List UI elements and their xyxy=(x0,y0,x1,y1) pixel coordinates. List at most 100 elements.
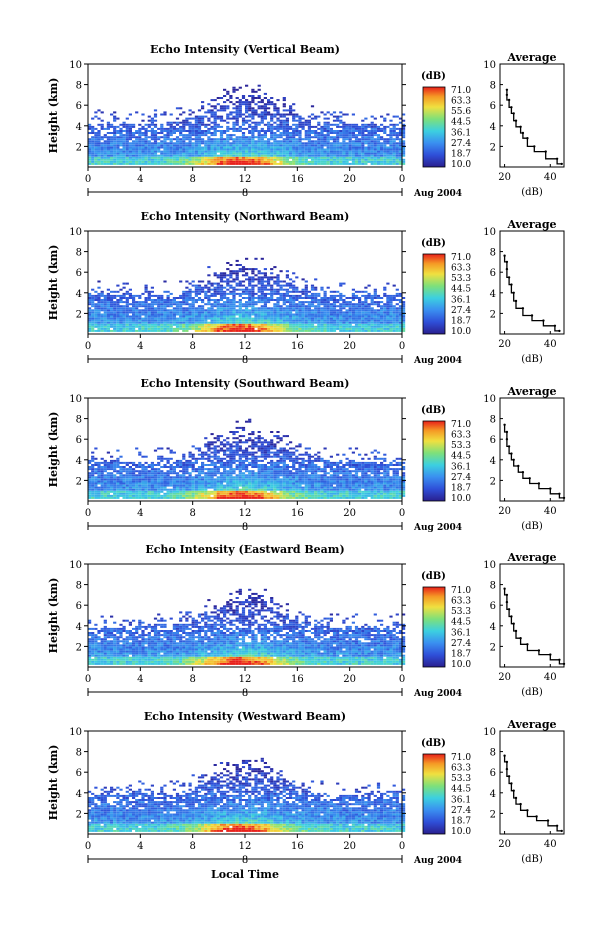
heatmap-cell xyxy=(189,466,192,468)
heatmap-cell xyxy=(107,326,110,328)
heatmap-cell xyxy=(358,291,361,293)
heatmap-cell xyxy=(226,305,229,307)
heatmap-cell xyxy=(295,126,298,128)
heatmap-cell xyxy=(270,276,273,278)
heatmap-cell xyxy=(342,149,345,151)
heatmap-cell xyxy=(267,147,270,149)
heatmap-cell xyxy=(97,311,100,313)
heatmap-cell xyxy=(280,136,283,138)
average-profile-point xyxy=(513,112,515,114)
heatmap-cell xyxy=(368,314,371,316)
heatmap-cell xyxy=(377,136,380,138)
heatmap-cell xyxy=(141,153,144,155)
heatmap-cell xyxy=(232,287,235,289)
heatmap-cell xyxy=(141,132,144,134)
heatmap-cell xyxy=(101,320,104,322)
heatmap-cell xyxy=(371,301,374,303)
heatmap-cell xyxy=(273,309,276,311)
heatmap-cell xyxy=(207,497,210,499)
heatmap-cell xyxy=(361,301,364,303)
heatmap-cell xyxy=(145,493,148,495)
heatmap-cell xyxy=(251,153,254,155)
heatmap-cell xyxy=(383,149,386,151)
heatmap-cell xyxy=(119,153,122,155)
heatmap-cell xyxy=(211,116,214,118)
heatmap-cell xyxy=(182,491,185,493)
heatmap-cell xyxy=(97,301,100,303)
heatmap-cell xyxy=(198,470,201,472)
heatmap-cell xyxy=(232,322,235,324)
heatmap-cell xyxy=(154,326,157,328)
heatmap-cell xyxy=(160,489,163,491)
heatmap-cell xyxy=(374,316,377,318)
heatmap-cell xyxy=(138,140,141,142)
y-tick-label: 2 xyxy=(76,142,82,153)
heatmap-cell xyxy=(91,144,94,146)
heatmap-cell xyxy=(201,281,204,283)
heatmap-cell xyxy=(270,289,273,291)
heatmap-cell xyxy=(101,126,104,128)
heatmap-cell xyxy=(141,138,144,140)
heatmap-cell xyxy=(273,311,276,313)
heatmap-cell xyxy=(148,155,151,157)
heatmap-cell xyxy=(101,470,104,472)
heatmap-cell xyxy=(217,330,220,332)
heatmap-cell xyxy=(157,495,160,497)
heatmap-cell xyxy=(302,157,305,159)
heatmap-cell xyxy=(204,472,207,474)
heatmap-cell xyxy=(371,299,374,301)
heatmap-cell xyxy=(380,124,383,126)
heatmap-cell xyxy=(138,316,141,318)
heatmap-cell xyxy=(141,318,144,320)
heatmap-cell xyxy=(110,132,113,134)
heatmap-cell xyxy=(201,328,204,330)
heatmap-cell xyxy=(339,136,342,138)
heatmap-cell xyxy=(141,309,144,311)
heatmap-cell xyxy=(154,295,157,297)
heatmap-cell xyxy=(176,124,179,126)
heatmap-cell xyxy=(283,155,286,157)
heatmap-cell xyxy=(298,134,301,136)
heatmap-cell xyxy=(280,270,283,272)
heatmap-cell xyxy=(179,324,182,326)
heatmap-cell xyxy=(107,487,110,489)
heatmap-cell xyxy=(189,140,192,142)
heatmap-cell xyxy=(336,124,339,126)
heatmap-cell xyxy=(110,149,113,151)
heatmap-cell xyxy=(317,311,320,313)
heatmap-cell xyxy=(201,130,204,132)
heatmap-cell xyxy=(167,311,170,313)
heatmap-cell xyxy=(380,149,383,151)
heatmap-cell xyxy=(349,147,352,149)
heatmap-cell xyxy=(352,130,355,132)
heatmap-cell xyxy=(273,122,276,124)
heatmap-cell xyxy=(232,307,235,309)
heatmap-cell xyxy=(242,149,245,151)
heatmap-cell xyxy=(135,130,138,132)
heatmap-cell xyxy=(396,326,399,328)
heatmap-cell xyxy=(383,295,386,297)
heatmap-cell xyxy=(229,138,232,140)
heatmap-cell xyxy=(342,299,345,301)
heatmap-cell xyxy=(302,291,305,293)
heatmap-cell xyxy=(129,151,132,153)
heatmap-cell xyxy=(364,297,367,299)
heatmap-cell xyxy=(157,476,160,478)
heatmap-cell xyxy=(389,142,392,144)
heatmap-cell xyxy=(201,316,204,318)
heatmap-cell xyxy=(151,128,154,130)
heatmap-cell xyxy=(97,297,100,299)
heatmap-cell xyxy=(393,130,396,132)
heatmap-cell xyxy=(254,297,257,299)
heatmap-cell xyxy=(267,126,270,128)
heatmap-cell xyxy=(229,322,232,324)
heatmap-cell xyxy=(94,470,97,472)
heatmap-cell xyxy=(201,470,204,472)
heatmap-cell xyxy=(135,307,138,309)
heatmap-cell xyxy=(104,305,107,307)
heatmap-cell xyxy=(377,326,380,328)
heatmap-cell xyxy=(97,322,100,324)
heatmap-cell xyxy=(330,128,333,130)
heatmap-cell xyxy=(220,149,223,151)
heatmap-cell xyxy=(396,320,399,322)
